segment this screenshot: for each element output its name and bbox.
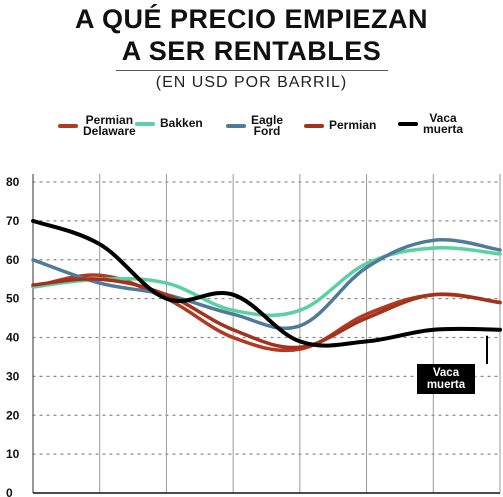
y-tick-label: 20 [6,408,20,422]
title-divider [116,70,388,71]
legend-swatch-eagle-ford [226,124,246,128]
y-tick-label: 60 [6,253,20,267]
legend-item-permian: Permian [304,118,377,132]
chart-title-line-1: A QUÉ PRECIO EMPIEZAN [74,4,429,34]
y-tick-label: 10 [6,447,20,461]
legend-item-vaca-muerta: Vaca muerta [398,111,464,136]
chart-legend: Permian Delaware Bakken Eagle Ford Permi… [0,112,503,142]
series-line-vaca-muerta [31,218,502,348]
legend-item-permian-delaware: Permian Delaware [58,113,136,138]
legend-swatch-permian-delaware [58,124,78,128]
legend-swatch-vaca-muerta [398,122,418,126]
legend-item-bakken: Bakken [135,116,203,130]
y-tick-label: 0 [6,486,13,497]
y-tick-label: 80 [6,175,20,189]
legend-swatch-bakken [135,121,155,126]
legend-label-bakken: Bakken [160,116,203,130]
callout-label: muerta [427,379,466,391]
legend-item-eagle-ford: Eagle Ford [226,113,284,138]
series-line-permian [31,277,502,350]
y-tick-label: 30 [6,369,20,383]
y-tick-label: 70 [6,214,20,228]
legend-label-permian: Permian [329,118,377,132]
chart-title-line-2: A SER RENTABLES [121,36,382,66]
series-line-eagle-ford [31,238,502,331]
legend-swatch-permian [304,123,324,128]
legend-label-eagle-ford: Eagle Ford [251,113,284,138]
series-line-bakken [31,246,502,318]
callout-box [417,364,475,394]
callout-label: Vaca [433,367,460,379]
legend-label-permian-delaware: Permian Delaware [83,113,136,138]
y-tick-label: 40 [6,331,20,345]
series-line-permian-delaware [31,273,502,353]
chart-subtitle: (EN USD POR BARRIL) [155,74,348,91]
legend-label-vaca-muerta: Vaca muerta [423,111,464,136]
y-tick-label: 50 [6,292,20,306]
